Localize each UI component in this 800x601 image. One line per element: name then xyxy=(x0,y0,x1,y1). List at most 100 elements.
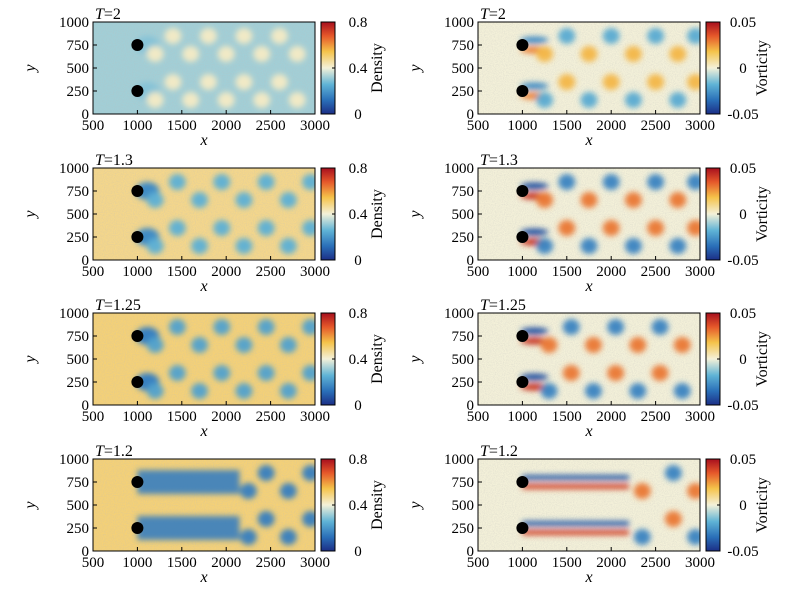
heatmap-field xyxy=(93,459,315,551)
y-tick-label: 1000 xyxy=(444,306,474,322)
vortex xyxy=(624,192,642,208)
x-tick-label: 2000 xyxy=(596,409,626,425)
panel-title: T=1.25 xyxy=(480,297,526,314)
vortex xyxy=(257,319,275,335)
x-tick-label: 2000 xyxy=(211,555,241,571)
y-tick-label: 750 xyxy=(452,184,475,200)
x-tick-label: 1000 xyxy=(507,555,537,571)
vortex xyxy=(288,46,306,62)
x-tick-label: 2500 xyxy=(641,118,671,134)
wake-structures xyxy=(135,319,315,399)
y-tick-label: 750 xyxy=(452,38,475,54)
y-tick-label: 500 xyxy=(452,207,475,223)
vortex xyxy=(168,174,186,190)
y-tick-label: 500 xyxy=(452,61,475,77)
vortex xyxy=(279,337,297,353)
density-panel-t2: 500 1000 1500 2000 2500 3000 0 250 500 750 1000 x y T… xyxy=(22,6,386,149)
colorbar-tick-label: 0 xyxy=(354,544,362,560)
obstacle-disk xyxy=(131,231,144,243)
colorbar-label: Density xyxy=(369,334,386,384)
y-tick-label: 0 xyxy=(82,253,90,269)
vortex xyxy=(213,365,231,381)
x-tick-label: 500 xyxy=(82,555,105,571)
wake-structures xyxy=(137,465,315,545)
panel-title: T=2 xyxy=(480,6,506,23)
obstacle-disk xyxy=(516,85,529,97)
vortex xyxy=(540,337,558,353)
vortex xyxy=(253,92,271,108)
vortex xyxy=(235,383,253,399)
vortex xyxy=(257,220,275,236)
vortex xyxy=(146,46,164,62)
x-tick-label: 3000 xyxy=(685,118,715,134)
y-axis-label: y xyxy=(22,355,39,365)
x-tick-label: 2500 xyxy=(641,555,671,571)
vortex xyxy=(213,319,231,335)
vortex xyxy=(607,319,625,335)
x-tick-label: 2500 xyxy=(641,264,671,280)
vortex xyxy=(191,192,209,208)
x-tick-label: 500 xyxy=(82,264,105,280)
noise-overlay xyxy=(478,459,700,551)
shear-layer-positive xyxy=(522,484,629,489)
x-tick-label: 1500 xyxy=(167,409,197,425)
x-axis-label: x xyxy=(199,132,207,149)
x-tick-label: 2500 xyxy=(256,264,286,280)
y-tick-label: 1000 xyxy=(444,15,474,31)
wake-structures xyxy=(135,174,315,254)
y-tick-label: 250 xyxy=(452,230,475,246)
x-tick-label: 1000 xyxy=(507,409,537,425)
y-tick-label: 750 xyxy=(67,329,90,345)
colorbar-tick-label: 0 xyxy=(739,61,747,77)
panel-title: T=1.2 xyxy=(480,443,518,460)
vortex xyxy=(669,192,687,208)
vortex xyxy=(580,46,598,62)
vortex xyxy=(199,28,217,44)
x-tick-label: 3000 xyxy=(685,409,715,425)
y-axis-label: y xyxy=(407,210,424,220)
panel-title-variable: T xyxy=(480,6,490,23)
x-tick-label: 3000 xyxy=(685,555,715,571)
y-tick-label: 0 xyxy=(467,107,475,123)
obstacle-disk xyxy=(516,231,529,243)
y-tick-label: 1000 xyxy=(444,161,474,177)
heatmap-field xyxy=(93,313,315,405)
colorbar-tick-label: -0.05 xyxy=(727,253,758,269)
y-tick-label: 250 xyxy=(67,230,90,246)
density-panel-t1.2: 500 1000 1500 2000 2500 3000 0 250 500 750 1000 x y T… xyxy=(22,443,386,586)
vortex xyxy=(602,220,620,236)
y-tick-label: 500 xyxy=(452,352,475,368)
x-tick-label: 1500 xyxy=(552,555,582,571)
vortex xyxy=(239,529,257,545)
vortex xyxy=(257,511,275,527)
wake-jet xyxy=(137,470,240,494)
x-tick-label: 2000 xyxy=(211,118,241,134)
vortex xyxy=(146,238,164,254)
obstacle-disk xyxy=(516,185,529,197)
y-tick-label: 500 xyxy=(67,207,90,223)
vortex xyxy=(302,174,315,190)
x-tick-label: 3000 xyxy=(300,118,330,134)
vortex xyxy=(651,319,669,335)
x-tick-label: 500 xyxy=(467,409,490,425)
vortex xyxy=(687,220,700,236)
heatmap-field xyxy=(93,168,315,260)
vortex xyxy=(302,465,315,481)
panel-title-variable: T xyxy=(95,297,105,314)
x-tick-label: 2500 xyxy=(256,555,286,571)
x-tick-label: 2000 xyxy=(596,555,626,571)
wake-structures xyxy=(135,28,306,108)
vortex xyxy=(669,46,687,62)
panel-title-value: =1.25 xyxy=(489,297,526,314)
x-tick-label: 500 xyxy=(467,555,490,571)
vortex xyxy=(257,174,275,190)
x-tick-label: 1000 xyxy=(122,264,152,280)
obstacle-disk xyxy=(131,185,144,197)
vortex xyxy=(279,238,297,254)
x-tick-label: 1000 xyxy=(122,555,152,571)
x-tick-label: 500 xyxy=(82,409,105,425)
wake-structures xyxy=(522,465,700,545)
y-axis-label: y xyxy=(22,501,39,511)
vortex xyxy=(213,220,231,236)
